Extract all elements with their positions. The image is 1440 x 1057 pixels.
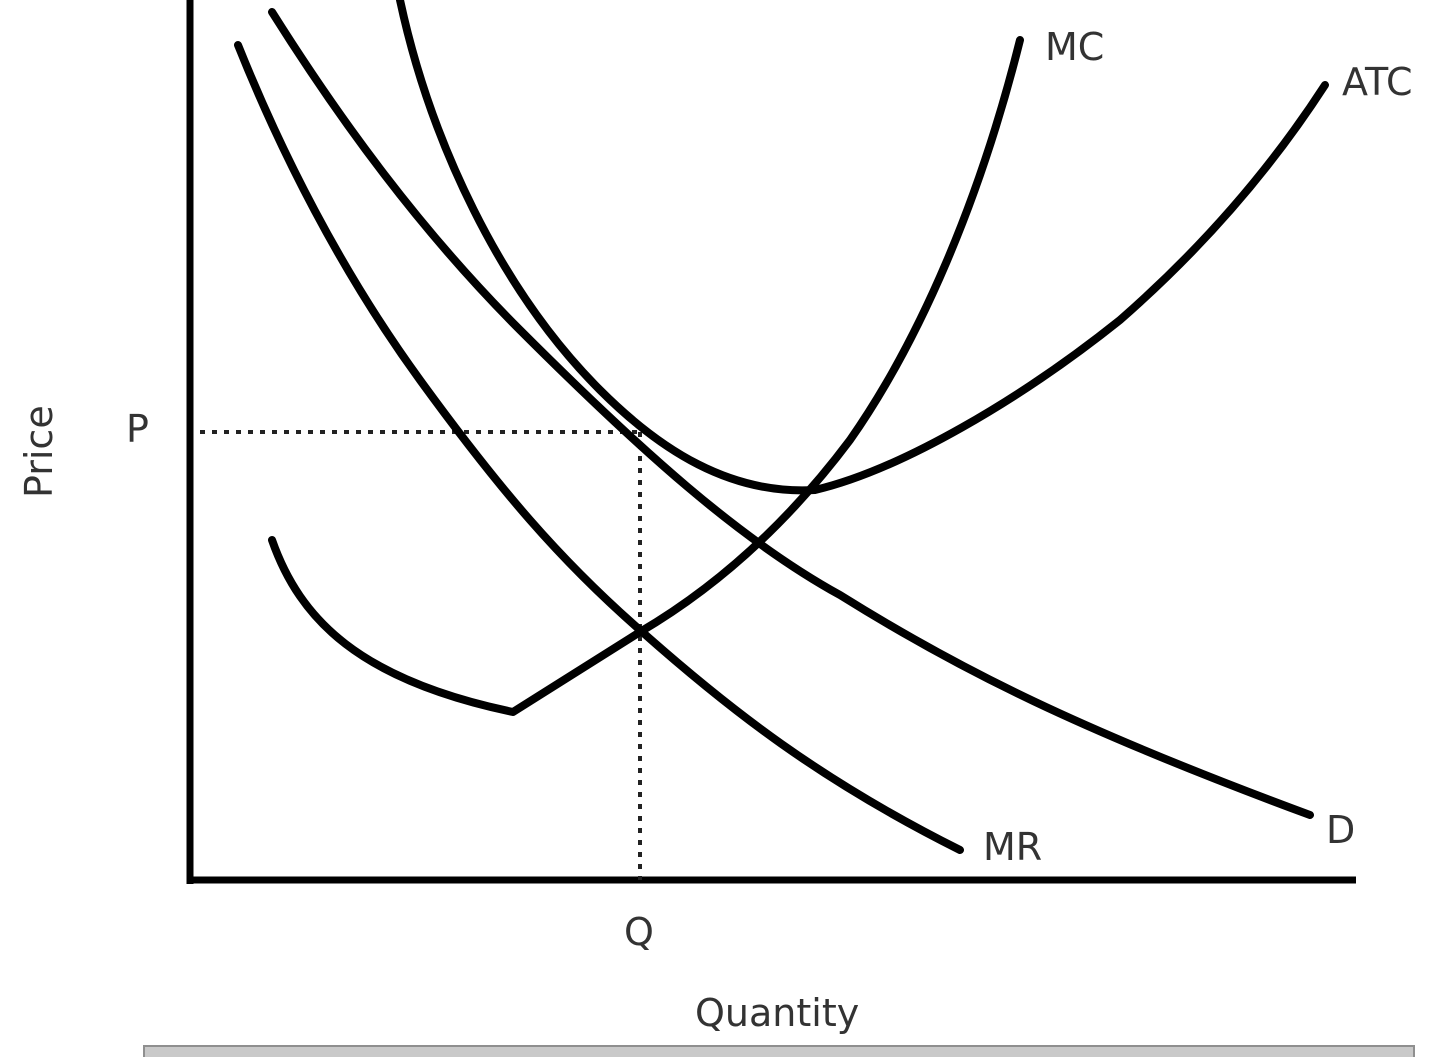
bottom-panel-edge xyxy=(143,1045,1415,1057)
atc-curve xyxy=(396,0,1329,495)
demand-curve xyxy=(268,8,1314,819)
mr-label: MR xyxy=(983,825,1042,869)
mc-label: MC xyxy=(1045,25,1104,69)
x-axis-label: Quantity xyxy=(695,991,859,1035)
atc-label: ATC xyxy=(1342,60,1413,104)
mc-curve xyxy=(268,36,1024,716)
demand-label: D xyxy=(1326,808,1355,852)
y-axis-label: Price xyxy=(17,405,61,498)
quantity-marker: Q xyxy=(624,910,654,954)
mr-curve xyxy=(234,41,964,854)
price-marker: P xyxy=(126,407,149,451)
